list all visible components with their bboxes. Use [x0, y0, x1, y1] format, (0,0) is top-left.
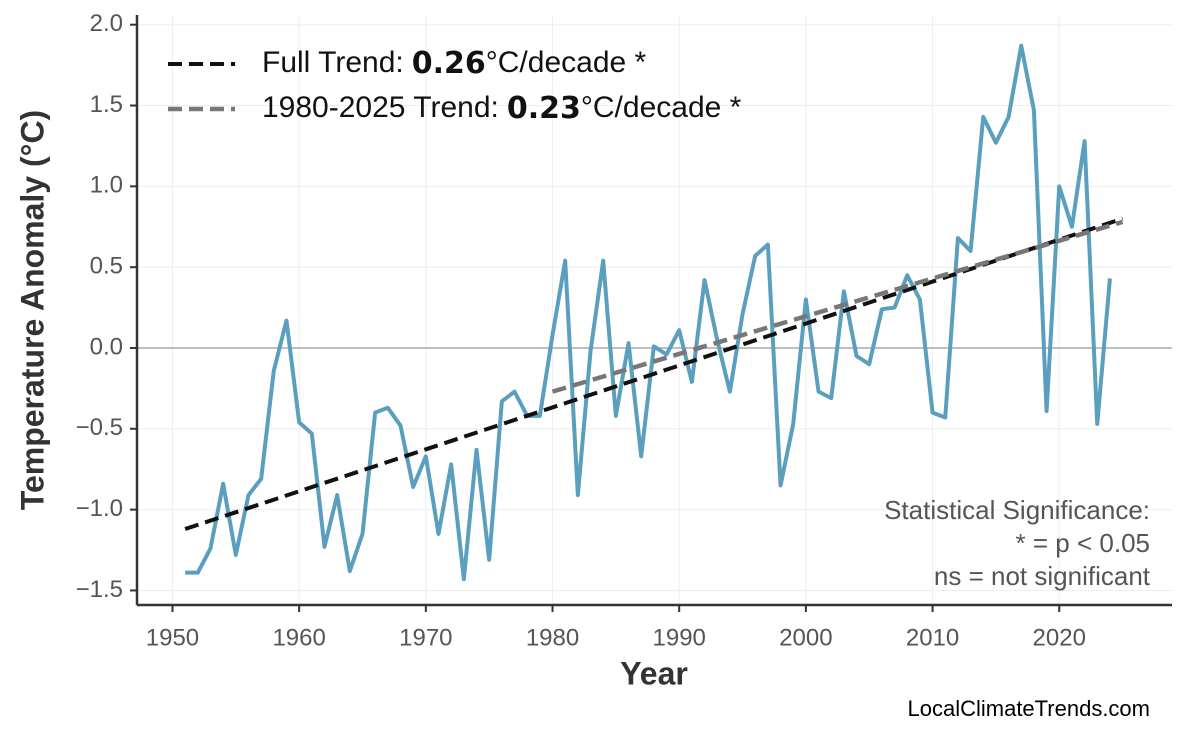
data-line — [185, 43, 1112, 582]
x-axis-label: Year — [620, 655, 688, 691]
legend-unit: °C/decade * — [581, 91, 742, 124]
y-tick-label: 1.5 — [90, 91, 123, 118]
annotation: * = p < 0.05 — [1016, 528, 1150, 558]
legend-name: Full Trend: — [262, 46, 404, 79]
annotation: Statistical Significance: — [884, 495, 1150, 525]
legend-unit: °C/decade * — [486, 46, 647, 79]
x-tick-label: 1990 — [653, 624, 706, 651]
legend-name: 1980-2025 Trend: — [262, 91, 499, 124]
y-tick-label: −0.5 — [76, 414, 123, 441]
legend-label: Full Trend: 0.26°C/decade * — [262, 46, 647, 81]
annotation: ns = not significant — [934, 561, 1151, 591]
source: LocalClimateTrends.com — [908, 696, 1151, 721]
y-tick-label: 0.0 — [90, 333, 123, 360]
x-tick-label: 1980 — [526, 624, 579, 651]
x-tick-label: 1960 — [272, 624, 325, 651]
y-axis-label: Temperature Anomaly (°C) — [14, 110, 50, 510]
x-tick-label: 1950 — [146, 624, 199, 651]
x-tick-label: 1970 — [399, 624, 452, 651]
legend-label: 1980-2025 Trend: 0.23°C/decade * — [262, 91, 742, 126]
x-tick-label: 2020 — [1033, 624, 1086, 651]
trend-line — [551, 219, 1124, 394]
legend-slope: 0.26 — [412, 46, 486, 81]
y-tick-label: 0.5 — [90, 253, 123, 280]
y-tick-label: −1.5 — [76, 576, 123, 603]
y-tick-label: 1.0 — [90, 172, 123, 199]
x-tick-label: 2010 — [906, 624, 959, 651]
y-tick-label: −1.0 — [76, 495, 123, 522]
y-tick-label: 2.0 — [90, 10, 123, 37]
legend-slope: 0.23 — [507, 91, 581, 126]
x-tick-label: 2000 — [779, 624, 832, 651]
